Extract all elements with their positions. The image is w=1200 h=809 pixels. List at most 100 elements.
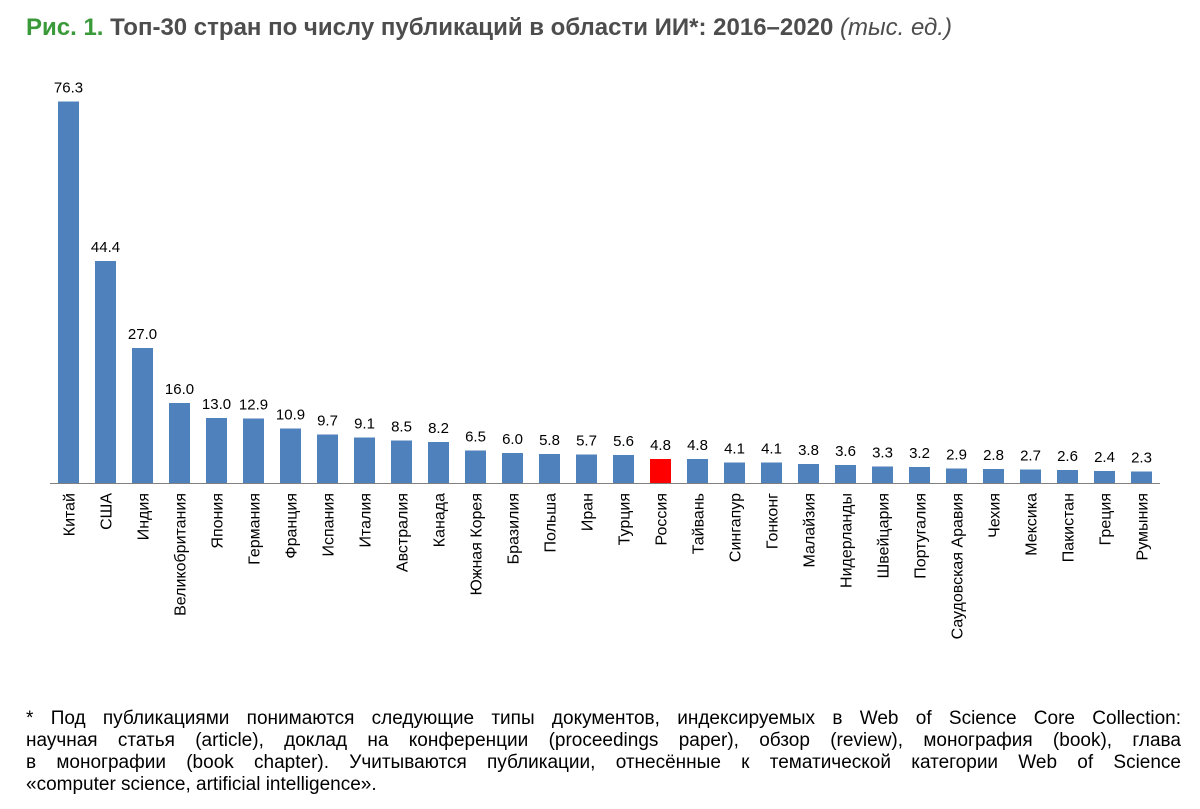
data-label: 6.5 (465, 429, 486, 446)
data-label: 2.8 (983, 447, 1004, 464)
category-label: Япония (210, 493, 227, 549)
title-unit: (тыс. ед.) (839, 14, 952, 41)
footnote-line: * Под публикациями понимаются следующие … (26, 708, 1181, 729)
data-label: 10.9 (276, 407, 305, 424)
title-main: Топ-30 стран по числу публикаций в облас… (110, 14, 834, 41)
bar (613, 455, 634, 483)
bar (58, 101, 79, 483)
bar (243, 418, 264, 483)
category-label: Бразилия (506, 493, 523, 564)
category-label: Италия (358, 493, 375, 547)
category-label: Пакистан (1061, 493, 1078, 562)
data-label: 2.9 (946, 447, 967, 464)
bar (95, 261, 116, 483)
data-label: 4.8 (650, 437, 671, 454)
data-label: 16.0 (165, 381, 194, 398)
data-label: 27.0 (128, 326, 157, 343)
bar (465, 450, 486, 483)
category-label: Тайвань (691, 493, 708, 554)
bar (576, 454, 597, 483)
category-label: Австралия (395, 493, 412, 572)
data-label: 2.4 (1094, 449, 1115, 466)
bar (650, 459, 671, 483)
data-label: 9.1 (354, 416, 375, 433)
category-label: Саудовская Аравия (950, 493, 967, 639)
footnote-line: в монографии (book chapter). Учитываются… (26, 752, 1181, 773)
bar (206, 418, 227, 483)
category-label: Малайзия (802, 493, 819, 568)
category-label: Германия (247, 493, 264, 565)
data-label: 3.8 (798, 442, 819, 459)
category-label: Греция (1098, 493, 1115, 545)
data-label: 6.0 (502, 431, 523, 448)
bar (132, 348, 153, 483)
data-label: 76.3 (54, 80, 83, 97)
data-label: 3.2 (909, 445, 930, 462)
data-label: 5.8 (539, 432, 560, 449)
data-label: 2.3 (1131, 450, 1152, 467)
category-label: Великобритания (173, 493, 190, 616)
data-label: 4.1 (724, 441, 745, 458)
category-label: Турция (617, 493, 634, 545)
category-label: Франция (284, 493, 301, 559)
footnote-line: «computer science, artificial intelligen… (26, 774, 377, 795)
category-label: Китай (62, 493, 79, 536)
bar (502, 453, 523, 483)
category-label: Швейцария (876, 493, 893, 578)
data-label: 3.6 (835, 443, 856, 460)
data-label: 2.7 (1020, 448, 1041, 465)
bar (1057, 470, 1078, 483)
category-label: Чехия (987, 493, 1004, 538)
bar (1131, 471, 1152, 483)
bar (983, 469, 1004, 483)
category-label: Гонконг (765, 493, 782, 549)
data-label: 5.6 (613, 433, 634, 450)
bar (280, 428, 301, 483)
data-label: 12.9 (239, 397, 268, 414)
category-label: Испания (321, 493, 338, 557)
bar (909, 467, 930, 483)
data-label: 9.7 (317, 413, 338, 430)
bar (687, 459, 708, 483)
category-label: Нидерланды (839, 493, 856, 588)
bar (872, 466, 893, 483)
bar (169, 403, 190, 483)
category-label: Индия (136, 493, 153, 540)
category-label: Иран (580, 493, 597, 531)
bar (1020, 469, 1041, 483)
category-label: Мексика (1024, 493, 1041, 556)
footnote-line: научная статья (article), доклад на конф… (26, 730, 1181, 751)
data-label: 5.7 (576, 433, 597, 450)
data-label: 4.1 (761, 441, 782, 458)
footnote: * Под публикациями понимаются следующие … (26, 708, 1181, 796)
category-label: Португалия (913, 493, 930, 579)
figure-label: Рис. 1. (26, 14, 104, 41)
bar (428, 442, 449, 483)
chart-title: Рис. 1. Топ-30 стран по числу публикаций… (26, 14, 952, 42)
data-label: 8.5 (391, 419, 412, 436)
category-label: Польша (543, 493, 560, 553)
bar (946, 468, 967, 483)
bar-chart: 76.3 Китай 44.4 США 27.0 Индия 16.0 Великобрита… (50, 80, 1160, 639)
data-label: 8.2 (428, 420, 449, 437)
bar (798, 464, 819, 483)
data-label: 3.3 (872, 445, 893, 462)
category-label: Канада (432, 493, 449, 547)
data-label: 44.4 (91, 239, 120, 256)
category-label: США (99, 493, 116, 530)
category-label: Румыния (1135, 493, 1152, 560)
bar (761, 462, 782, 483)
bar (354, 437, 375, 483)
bar (391, 440, 412, 483)
category-label: Сингапур (728, 493, 745, 562)
category-label: Южная Корея (469, 493, 486, 595)
data-label: 13.0 (202, 396, 231, 413)
bar (317, 434, 338, 483)
bar (1094, 471, 1115, 483)
bar (724, 462, 745, 483)
bar (835, 465, 856, 483)
data-label: 2.6 (1057, 448, 1078, 465)
category-label: Россия (654, 493, 671, 545)
data-label: 4.8 (687, 437, 708, 454)
bar (539, 454, 560, 483)
